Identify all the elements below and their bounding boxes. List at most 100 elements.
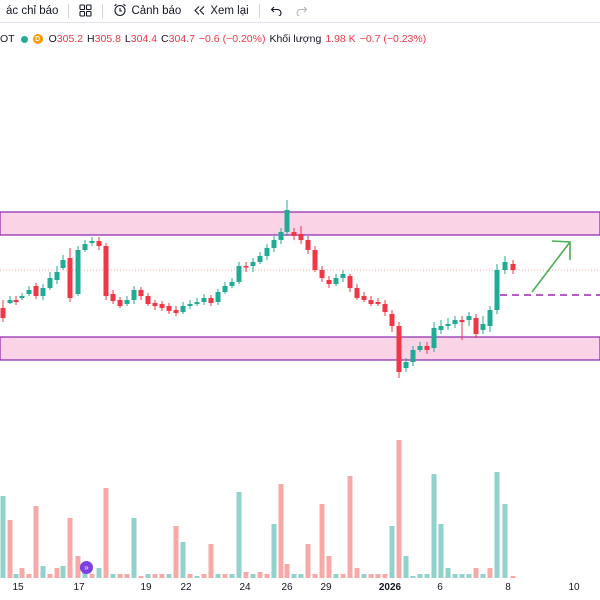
candle (494, 264, 500, 314)
candle-body (33, 286, 39, 296)
alerts-button[interactable]: Cảnh báo (107, 0, 187, 22)
candle-body (389, 314, 395, 326)
candle-body (361, 296, 367, 300)
volume-bar (354, 568, 360, 578)
high-label: H (87, 33, 95, 45)
candle (166, 303, 172, 314)
volume-bar (145, 574, 151, 578)
high-value: 305.8 (94, 33, 121, 45)
candle (40, 284, 46, 300)
volume-change: −0.7 (−0.23%) (359, 33, 427, 45)
volume-bar (431, 474, 437, 578)
candle (208, 295, 214, 306)
volume-bar (180, 542, 186, 578)
market-status-dot (20, 35, 28, 43)
volume-bar (250, 574, 256, 578)
volume-bar (187, 574, 193, 578)
volume-bar (319, 504, 325, 578)
volume-bar (305, 544, 311, 578)
candle-body (173, 310, 179, 313)
candle-body (13, 300, 19, 302)
grid-icon (79, 3, 92, 19)
volume-bar (284, 564, 290, 578)
volume-bar (0, 496, 6, 578)
candle (431, 322, 437, 352)
time-axis-label: 15 (12, 582, 24, 593)
replay-label: Xem lại (210, 5, 249, 17)
volume-bar (67, 518, 73, 578)
candle (340, 270, 346, 282)
trend-arrow-head (551, 240, 571, 260)
candle-body (166, 306, 172, 311)
candle-body (103, 246, 109, 296)
volume-bar (7, 520, 13, 578)
candle-body (354, 288, 360, 298)
candle (131, 286, 137, 304)
candle-body (208, 298, 214, 303)
volume-bar (264, 574, 270, 578)
volume-bar (396, 440, 402, 578)
candle-body (264, 248, 270, 256)
candle-body (375, 302, 381, 304)
candle (96, 237, 102, 250)
candle (75, 246, 81, 296)
toolbar-divider (68, 4, 70, 18)
candle-body (26, 290, 32, 294)
candle (298, 226, 304, 244)
candle (26, 286, 32, 296)
volume-bar (410, 576, 416, 578)
candle (466, 312, 472, 326)
candle (33, 283, 39, 299)
candle-body (215, 292, 221, 302)
trend-arrow (531, 241, 571, 293)
candle-body (60, 260, 66, 268)
open-value: 305.2 (56, 33, 84, 45)
candle-body (305, 240, 311, 250)
time-axis: 15 17 19 22 24 26 29 2026 6 8 10 (0, 582, 600, 598)
volume-bar (117, 574, 123, 578)
volume-bar (502, 504, 508, 578)
candle (201, 294, 207, 305)
redo-button[interactable] (289, 0, 314, 22)
candle (271, 236, 277, 252)
symbol-name: OT (0, 33, 15, 45)
candle-body (452, 320, 458, 324)
candle (13, 296, 19, 305)
candle-body (396, 326, 402, 372)
candle (502, 256, 508, 274)
volume-bar (473, 568, 479, 578)
candle (138, 287, 144, 300)
candle (257, 252, 263, 264)
price-chart[interactable] (0, 0, 600, 580)
candle-body (243, 266, 249, 268)
candle (319, 266, 325, 282)
candle (403, 358, 409, 372)
candle-body (222, 286, 228, 292)
candle-body (298, 234, 304, 240)
volume-bar (194, 576, 200, 578)
candle (487, 306, 493, 332)
candle-body (131, 290, 137, 300)
time-axis-label: 17 (73, 582, 85, 593)
volume-bar (19, 568, 25, 578)
undo-button[interactable] (264, 0, 289, 22)
volume-bar (173, 526, 179, 578)
candle-body (403, 362, 409, 368)
candle (510, 260, 516, 274)
resistance-zone (0, 211, 600, 236)
candle (284, 200, 290, 236)
undo-icon (270, 5, 283, 18)
volume-bar (47, 574, 53, 578)
candle (0, 300, 6, 322)
candle-body (89, 241, 95, 243)
candle-body (431, 328, 437, 348)
go-to-date-icon[interactable]: » (80, 561, 93, 574)
volume-label: Khối lượng (269, 33, 322, 45)
time-axis-label: 29 (320, 582, 332, 593)
replay-button[interactable]: Xem lại (187, 0, 254, 22)
candle (60, 255, 66, 270)
indicators-button[interactable]: ác chỉ báo (0, 0, 64, 22)
templates-button[interactable] (73, 0, 98, 22)
candle (229, 278, 235, 288)
volume-bar (480, 574, 486, 578)
